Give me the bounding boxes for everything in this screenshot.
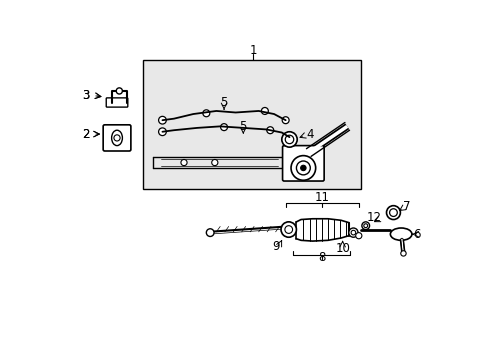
Circle shape (350, 230, 355, 235)
Text: 3: 3 (81, 89, 89, 102)
FancyBboxPatch shape (106, 98, 127, 107)
Circle shape (220, 124, 227, 131)
Circle shape (281, 222, 296, 237)
Circle shape (281, 132, 297, 147)
Ellipse shape (111, 130, 122, 145)
Circle shape (285, 135, 293, 144)
Circle shape (290, 156, 315, 180)
Text: 9: 9 (272, 240, 280, 253)
Circle shape (266, 127, 273, 134)
Text: 4: 4 (306, 127, 313, 140)
Text: 3: 3 (81, 89, 89, 102)
Text: 7: 7 (402, 200, 409, 213)
Circle shape (296, 161, 310, 175)
Circle shape (389, 209, 396, 216)
Circle shape (363, 224, 367, 228)
Circle shape (181, 159, 187, 166)
Text: 5: 5 (239, 120, 246, 133)
Ellipse shape (389, 228, 411, 240)
Text: 12: 12 (366, 211, 381, 224)
Text: 2: 2 (81, 127, 89, 140)
Bar (143, 60, 360, 189)
Circle shape (348, 228, 357, 237)
FancyBboxPatch shape (103, 125, 131, 151)
Text: 8: 8 (318, 251, 325, 264)
Circle shape (300, 165, 305, 171)
Circle shape (386, 206, 400, 220)
Text: 5: 5 (220, 96, 227, 109)
Circle shape (203, 110, 209, 117)
Circle shape (261, 108, 268, 114)
Circle shape (114, 135, 120, 141)
Circle shape (361, 222, 369, 230)
Text: 10: 10 (334, 242, 349, 255)
Text: 11: 11 (314, 191, 328, 204)
Circle shape (158, 128, 166, 136)
Circle shape (355, 233, 361, 239)
Text: 2: 2 (81, 127, 89, 140)
Circle shape (158, 116, 166, 124)
Circle shape (285, 226, 292, 233)
Circle shape (282, 117, 288, 124)
Text: 1: 1 (249, 44, 257, 57)
Circle shape (116, 88, 122, 94)
Circle shape (206, 229, 214, 237)
FancyBboxPatch shape (282, 145, 324, 181)
Text: 6: 6 (413, 228, 420, 240)
Circle shape (400, 251, 406, 256)
Circle shape (211, 159, 218, 166)
